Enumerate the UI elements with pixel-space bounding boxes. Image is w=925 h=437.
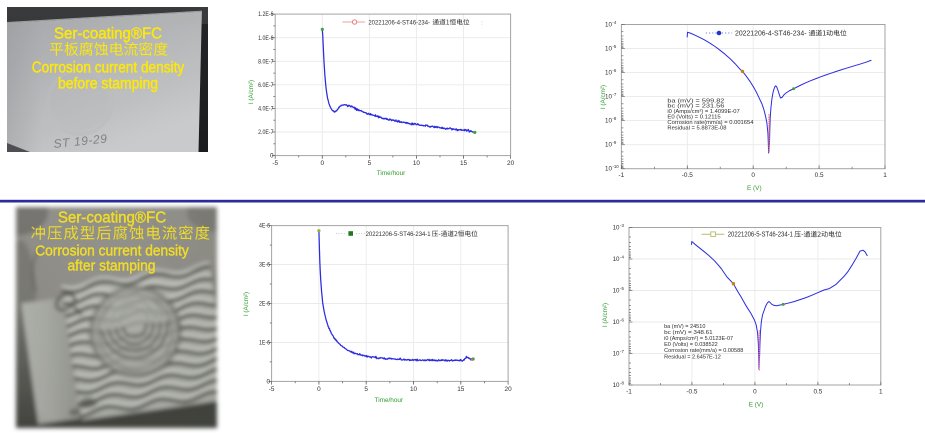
svg-text:3E-6: 3E-6 (259, 262, 270, 269)
svg-text:4E-6: 4E-6 (259, 223, 270, 230)
svg-text:10: 10 (613, 256, 620, 263)
svg-text:0: 0 (270, 153, 274, 160)
svg-text:-1: -1 (626, 388, 632, 395)
svg-text:-0.5: -0.5 (686, 388, 697, 395)
svg-text:1.0E-6: 1.0E-6 (258, 35, 274, 42)
svg-text:after stamping: after stamping (67, 257, 155, 274)
svg-text:Residual = 5.8873E-08: Residual = 5.8873E-08 (667, 125, 726, 131)
svg-text:Corrosion current density: Corrosion current density (35, 243, 189, 260)
svg-text:E0 (Volts) = 0.12115: E0 (Volts) = 0.12115 (667, 115, 720, 121)
svg-text:0: 0 (266, 379, 270, 386)
svg-text:0: 0 (321, 160, 325, 167)
svg-text:-6: -6 (620, 317, 624, 322)
svg-text:-7: -7 (620, 349, 624, 354)
svg-text:-5: -5 (620, 286, 624, 291)
svg-text:1: 1 (879, 388, 883, 395)
svg-text:-5: -5 (612, 44, 616, 49)
svg-text:-5: -5 (269, 386, 275, 393)
svg-text:10: 10 (613, 288, 620, 295)
svg-text:20221206-4-ST46-234-: 20221206-4-ST46-234- (735, 30, 807, 37)
svg-text:0: 0 (753, 388, 757, 395)
svg-text:10: 10 (410, 386, 418, 393)
svg-text:20: 20 (507, 160, 515, 167)
svg-text:10: 10 (605, 94, 612, 101)
svg-text:ba (mV) = 24510: ba (mV) = 24510 (664, 324, 705, 330)
svg-text:15: 15 (457, 386, 465, 393)
svg-text:-10: -10 (612, 164, 619, 169)
svg-text:10: 10 (613, 382, 620, 389)
svg-text:0.5: 0.5 (815, 172, 824, 179)
svg-text:10: 10 (605, 118, 612, 125)
svg-text:10: 10 (613, 225, 620, 232)
svg-text:I (A/cm²): I (A/cm²) (248, 80, 255, 104)
svg-text:before stamping: before stamping (58, 76, 158, 93)
svg-text:4.0E-7: 4.0E-7 (258, 106, 274, 113)
svg-text:1.2E-6: 1.2E-6 (258, 11, 274, 18)
svg-text:0: 0 (751, 172, 755, 179)
svg-text:-4: -4 (620, 254, 624, 259)
svg-text:-8: -8 (620, 380, 624, 385)
svg-text:10: 10 (605, 142, 612, 149)
svg-text:2E-6: 2E-6 (259, 301, 270, 308)
svg-text:Corrosion current density: Corrosion current density (32, 59, 185, 76)
svg-text:I (A/cm²): I (A/cm²) (243, 292, 250, 316)
svg-text:8.0E-7: 8.0E-7 (258, 58, 274, 65)
svg-text:20221206-4-ST46-234-: 20221206-4-ST46-234- (368, 19, 430, 26)
svg-text:10: 10 (605, 70, 612, 77)
svg-text:-1: -1 (619, 172, 625, 179)
svg-text:1: 1 (883, 172, 887, 179)
svg-text:-6: -6 (612, 68, 616, 73)
svg-text:I (A/cm²): I (A/cm²) (600, 85, 607, 109)
svg-text:10: 10 (613, 351, 620, 358)
svg-text:-4: -4 (612, 20, 616, 25)
svg-text:-0.5: -0.5 (682, 172, 693, 179)
svg-text:Time/hour: Time/hour (375, 397, 404, 404)
svg-text:2.0E-7: 2.0E-7 (258, 129, 274, 136)
svg-text:E (V): E (V) (749, 401, 764, 408)
svg-text:-7: -7 (612, 92, 616, 97)
svg-text:-9: -9 (612, 140, 616, 145)
svg-text:Ser-coating®FC: Ser-coating®FC (58, 210, 166, 227)
svg-text:6.0E-7: 6.0E-7 (258, 82, 274, 89)
svg-text:i0 (Amps/cm²) = 5.0123E-07: i0 (Amps/cm²) = 5.0123E-07 (664, 336, 733, 342)
svg-text:i0 (Amps/cm²) = 1.4099E-07: i0 (Amps/cm²) = 1.4099E-07 (667, 109, 739, 115)
svg-text:10: 10 (605, 166, 612, 173)
svg-text:0.5: 0.5 (813, 388, 822, 395)
svg-text:10: 10 (605, 22, 612, 29)
svg-text:Residual = 2.6457E-12: Residual = 2.6457E-12 (664, 354, 721, 360)
svg-text:Corrosion rate(mm/a) = 0.00165: Corrosion rate(mm/a) = 0.001654 (667, 120, 753, 126)
svg-text:-8: -8 (612, 116, 616, 121)
svg-text:5: 5 (368, 160, 372, 167)
svg-text:10: 10 (605, 46, 612, 53)
svg-text:-3: -3 (620, 223, 624, 228)
svg-text:E0 (Volts) = 0.038522: E0 (Volts) = 0.038522 (664, 342, 718, 348)
svg-text:Time/hour: Time/hour (377, 170, 406, 177)
svg-text:20221206-5-ST46-234-1: 20221206-5-ST46-234-1 (366, 231, 431, 238)
svg-text:20: 20 (505, 386, 513, 393)
svg-text:15: 15 (460, 160, 468, 167)
svg-text:20221206-5-ST46-234-1: 20221206-5-ST46-234-1 (728, 232, 793, 239)
svg-text:Corrosion rate(mm/a) = 0.00588: Corrosion rate(mm/a) = 0.00588 (664, 348, 743, 354)
svg-text:Ser-coating®FC: Ser-coating®FC (54, 25, 162, 42)
svg-text::: : (481, 20, 483, 27)
svg-text:ba (mV) = 599.82: ba (mV) = 599.82 (667, 98, 724, 104)
svg-text:bc (mV) = 231.56: bc (mV) = 231.56 (667, 104, 724, 110)
svg-text:bc (mV) = 348.61: bc (mV) = 348.61 (664, 330, 713, 336)
svg-text:10: 10 (413, 160, 421, 167)
svg-text:I (A/cm²): I (A/cm²) (602, 303, 609, 327)
svg-text:0: 0 (317, 386, 321, 393)
svg-text:1E-6: 1E-6 (259, 340, 270, 347)
svg-text:5: 5 (364, 386, 368, 393)
svg-text:E (V): E (V) (747, 185, 762, 192)
svg-text:-5: -5 (272, 160, 278, 167)
svg-text:10: 10 (613, 319, 620, 326)
